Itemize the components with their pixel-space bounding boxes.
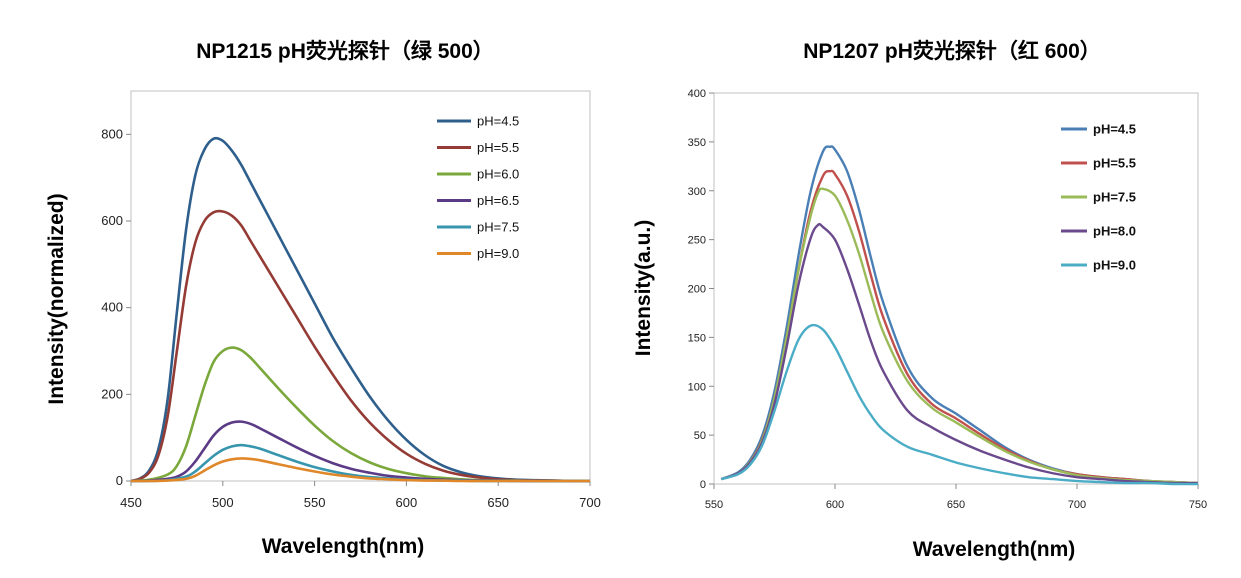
x-tick-label: 650 — [947, 499, 965, 511]
legend-label: pH=7.5 — [1093, 190, 1136, 205]
series-line-ph-7-5 — [720, 187, 1199, 485]
series-group — [130, 136, 591, 483]
plot-area — [713, 92, 1199, 485]
y-axis-label: Intensity(a.u.) — [632, 220, 655, 357]
y-tick-label: 150 — [688, 332, 706, 344]
axes: 550 600 650 700 750 0 50 100 150 200 250 300 350 400 — [688, 88, 1208, 511]
legend-label: pH=4.5 — [1093, 122, 1136, 137]
x-tick-label: 450 — [120, 495, 142, 510]
chart-title: NP1207 pH荧光探针（红 600） — [803, 39, 1101, 63]
legend-label: pH=5.5 — [1093, 156, 1136, 171]
y-tick-label: 100 — [688, 381, 706, 393]
series-line-ph-5-5 — [720, 169, 1199, 485]
x-tick-label: 500 — [212, 495, 234, 510]
y-tick-label: 300 — [688, 186, 706, 198]
x-axis-label: Wavelength(nm) — [913, 538, 1076, 561]
y-tick-label: 350 — [688, 137, 706, 149]
y-tick-label: 200 — [101, 386, 123, 401]
y-tick-label: 200 — [688, 284, 706, 296]
legend: pH=4.5 pH=5.5 pH=7.5 pH=8.0 pH=9.0 — [1061, 122, 1136, 273]
series-line-ph-6-0 — [130, 346, 590, 483]
axes: 450 500 550 600 650 700 0 200 400 600 800 — [101, 126, 601, 510]
y-tick-label: 800 — [101, 126, 123, 141]
y-axis-label: Intensity(normalized) — [45, 193, 68, 404]
plot-area — [130, 90, 591, 482]
legend-label: pH=5.5 — [477, 140, 519, 155]
y-tick-label: 0 — [700, 479, 706, 491]
series-line-ph-5-5 — [130, 209, 591, 483]
legend-label: pH=4.5 — [477, 114, 519, 129]
x-axis-label: Wavelength(nm) — [262, 535, 425, 558]
x-tick-label: 550 — [705, 499, 723, 511]
chart-title: NP1215 pH荧光探针（绿 500） — [196, 39, 494, 63]
chart-np1215: NP1215 pH荧光探针（绿 500） 450 500 550 600 650 700 0… — [45, 39, 601, 558]
legend-label: pH=6.0 — [477, 167, 519, 182]
y-tick-label: 50 — [694, 430, 706, 442]
series-line-ph-9-0 — [720, 323, 1199, 486]
y-tick-label: 600 — [101, 213, 123, 228]
x-tick-label: 750 — [1189, 499, 1207, 511]
y-tick-label: 0 — [116, 473, 123, 488]
series-line-ph-7-5 — [130, 443, 590, 483]
x-tick-label: 650 — [487, 495, 509, 510]
x-tick-label: 600 — [396, 495, 418, 510]
x-tick-label: 550 — [304, 495, 326, 510]
legend-label: pH=7.5 — [477, 220, 519, 235]
y-tick-label: 250 — [688, 235, 706, 247]
x-tick-label: 700 — [1068, 499, 1086, 511]
legend-label: pH=9.0 — [477, 246, 519, 261]
series-group — [720, 145, 1199, 486]
series-line-ph-8-0 — [720, 222, 1199, 485]
y-tick-label: 400 — [101, 300, 123, 315]
legend: pH=4.5 pH=5.5 pH=6.0 pH=6.5 pH=7.5 pH=9.0 — [437, 114, 519, 261]
legend-label: pH=9.0 — [1093, 258, 1136, 273]
legend-label: pH=6.5 — [477, 193, 519, 208]
series-line-ph-9-0 — [130, 457, 590, 483]
chart-np1207: NP1207 pH荧光探针（红 600） 550 600 650 700 750 0 50 1… — [632, 39, 1207, 561]
x-tick-label: 700 — [579, 495, 601, 510]
legend-label: pH=8.0 — [1093, 224, 1136, 239]
series-line-ph-4-5 — [130, 136, 591, 483]
x-tick-label: 600 — [826, 499, 844, 511]
y-tick-label: 400 — [688, 88, 706, 100]
